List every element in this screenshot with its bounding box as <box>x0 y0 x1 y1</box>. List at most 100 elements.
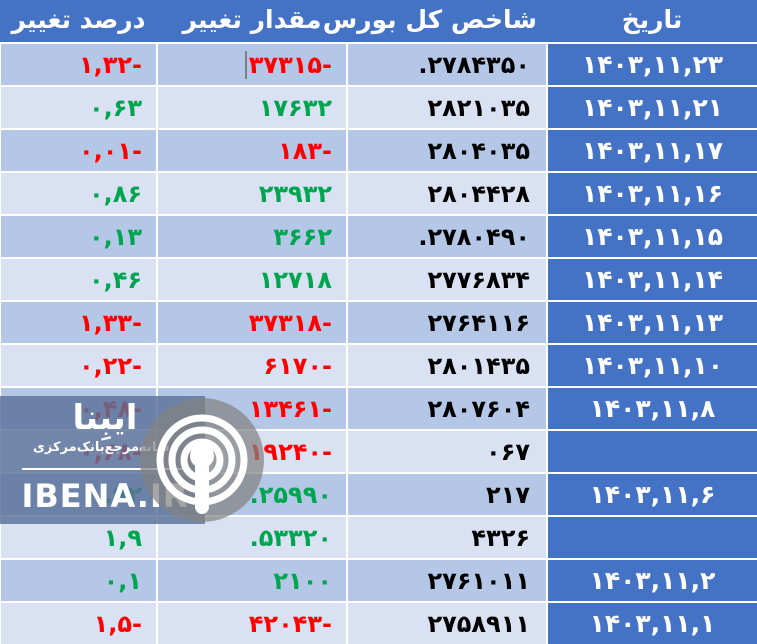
cell-date: ۱۴۰۳,۱۱,۲۱ <box>546 85 757 129</box>
table-body: ۱۴۰۳,۱۱,۲۳ ۲۷۸۴۳۵۰. -۳۷۳۱۵ -۱,۳۲ ۱۴۰۳,۱۱,۲۱ ۲… <box>0 42 757 644</box>
cell-change-value: ۲۳۹۳۲ <box>156 171 348 215</box>
percent-value-text: ۰,۶۳ <box>88 93 142 122</box>
change-value-text: ۳۶۶۲ <box>273 222 332 251</box>
cell-change-value: -۶۱۷۰ <box>156 343 348 387</box>
table-row: ۴۳۲۶ ۵۳۳۲۰. ۱,۹ <box>0 515 757 559</box>
cell-change-value: -۱۳۴۶۱ <box>156 386 348 430</box>
change-value-text: -۱۹۲۴۰ <box>248 437 332 466</box>
table-row: ۱۴۰۳,۱۱,۲ ۲۷۶۱۰۱۱ ۲۱۰۰ ۰,۱ <box>0 558 757 602</box>
column-header-change[interactable]: مقدار تغییر <box>157 0 347 43</box>
cell-change-value: ۵۳۳۲۰. <box>156 515 348 559</box>
cell-date: ۱۴۰۳,۱۱,۱۰ <box>546 343 757 387</box>
cell-percent-value: -۱,۵ <box>0 601 158 644</box>
table-row: ۱۴۰۳,۱۱,۲۱ ۲۸۲۱۰۳۵ ۱۷۶۳۲ ۰,۶۳ <box>0 85 757 129</box>
table-row: ۰۶۷ -۱۹۲۴۰ -۰,۶۸ <box>0 429 757 473</box>
cell-change-value: ۱۲۷۱۸ <box>156 257 348 301</box>
cell-index-value: ۲۷۸۰۴۹۰. <box>346 214 548 258</box>
cell-date: ۱۴۰۳,۱۱,۶ <box>546 472 757 516</box>
table-row: ۱۴۰۳,۱۱,۸ ۲۸۰۷۶۰۴ -۱۳۴۶۱ -۰,۴۸ <box>0 386 757 430</box>
cell-date: ۱۴۰۳,۱۱,۲۳ <box>546 42 757 86</box>
cell-percent-value: -۰,۴۸ <box>0 386 158 430</box>
percent-value-text: ۰,۱ <box>103 566 142 595</box>
cell-index-value: ۲۸۰۴۴۲۸ <box>346 171 548 215</box>
table-row: ۱۴۰۳,۱۱,۶ ۲۱۷ ۲۵۹۹۰. ۰.۹۲ <box>0 472 757 516</box>
cell-date: ۱۴۰۳,۱۱,۱۳ <box>546 300 757 344</box>
table-row: ۱۴۰۳,۱۱,۱۵ ۲۷۸۰۴۹۰. ۳۶۶۲ ۰,۱۳ <box>0 214 757 258</box>
cell-percent-value: ۰,۴۶ <box>0 257 158 301</box>
change-value-text: -۳۷۳۱۵ <box>248 50 332 79</box>
change-value-text: ۲۳۹۳۲ <box>258 179 332 208</box>
cell-percent-value: -۰,۰۱ <box>0 128 158 172</box>
cell-percent-value: ۰,۱ <box>0 558 158 602</box>
cell-index-value: ۲۸۰۱۴۳۵ <box>346 343 548 387</box>
cell-index-value: ۴۳۲۶ <box>346 515 548 559</box>
cell-change-value: ۲۱۰۰ <box>156 558 348 602</box>
cell-date: ۱۴۰۳,۱۱,۱۵ <box>546 214 757 258</box>
change-value-text: -۶۱۷۰ <box>263 351 332 380</box>
cell-change-value: ۳۶۶۲ <box>156 214 348 258</box>
cell-index-value: ۰۶۷ <box>346 429 548 473</box>
cell-change-value: ۱۷۶۳۲ <box>156 85 348 129</box>
change-value-text: ۱۷۶۳۲ <box>258 93 332 122</box>
table-row: ۱۴۰۳,۱۱,۱ ۲۷۵۸۹۱۱ -۴۲۰۴۳ -۱,۵ <box>0 601 757 644</box>
percent-value-text: -۱,۳۳ <box>78 308 142 337</box>
header-row: تاریخ شاخص کل بورس مقدار تغییر درصد تغیی… <box>0 0 757 43</box>
cell-percent-value: -۰,۲۲ <box>0 343 158 387</box>
change-value-text: ۵۳۳۲۰. <box>249 523 332 552</box>
cell-date: ۱۴۰۳,۱۱,۲ <box>546 558 757 602</box>
cell-index-value: ۲۷۷۶۸۳۴ <box>346 257 548 301</box>
percent-value-text: ۱,۹ <box>103 523 142 552</box>
cell-date: ۱۴۰۳,۱۱,۱۷ <box>546 128 757 172</box>
percent-value-text: -۰,۴۸ <box>78 394 142 423</box>
cell-percent-value: -۰,۶۸ <box>0 429 158 473</box>
cell-index-value: ۲۷۵۸۹۱۱ <box>346 601 548 644</box>
percent-value-text: -۰,۶۸ <box>78 437 142 466</box>
cell-percent-value: -۱,۳۲ <box>0 42 158 86</box>
cell-index-value: ۲۸۰۴۰۳۵ <box>346 128 548 172</box>
change-value-text: -۱۳۴۶۱ <box>248 394 332 423</box>
text-cursor-caret <box>244 50 247 79</box>
column-header-index[interactable]: شاخص کل بورس <box>323 0 547 43</box>
change-value-text: ۲۵۹۹۰. <box>249 480 332 509</box>
cell-date <box>546 515 757 559</box>
cell-percent-value: ۰.۹۲ <box>0 472 158 516</box>
table-row: ۱۴۰۳,۱۱,۱۳ ۲۷۶۴۱۱۶ -۳۷۳۱۸ -۱,۳۳ <box>0 300 757 344</box>
change-value-text: ۱۲۷۱۸ <box>258 265 332 294</box>
change-value-text: -۱۸۳ <box>278 136 332 165</box>
cell-date: ۱۴۰۳,۱۱,۸ <box>546 386 757 430</box>
cell-change-value: -۴۲۰۴۳ <box>156 601 348 644</box>
cell-percent-value: -۱,۳۳ <box>0 300 158 344</box>
percent-value-text: ۰,۱۳ <box>88 222 142 251</box>
cell-change-value: ۲۵۹۹۰. <box>156 472 348 516</box>
table-row: ۱۴۰۳,۱۱,۱۶ ۲۸۰۴۴۲۸ ۲۳۹۳۲ ۰,۸۶ <box>0 171 757 215</box>
cell-change-value: -۳۷۳۱۵ <box>156 42 348 86</box>
table-row: ۱۴۰۳,۱۱,۲۳ ۲۷۸۴۳۵۰. -۳۷۳۱۵ -۱,۳۲ <box>0 42 757 86</box>
cell-date: ۱۴۰۳,۱۱,۱۶ <box>546 171 757 215</box>
cell-change-value: -۳۷۳۱۸ <box>156 300 348 344</box>
cell-date: ۱۴۰۳,۱۱,۱۴ <box>546 257 757 301</box>
percent-value-text: ۰.۹۲ <box>88 480 142 509</box>
column-header-date[interactable]: تاریخ <box>547 0 757 43</box>
cell-percent-value: ۰,۸۶ <box>0 171 158 215</box>
change-value-text: -۴۲۰۴۳ <box>248 609 332 638</box>
percent-value-text: ۰,۴۶ <box>88 265 142 294</box>
cell-percent-value: ۰,۶۳ <box>0 85 158 129</box>
table-row: ۱۴۰۳,۱۱,۱۷ ۲۸۰۴۰۳۵ -۱۸۳ -۰,۰۱ <box>0 128 757 172</box>
percent-value-text: -۰,۰۱ <box>78 136 142 165</box>
cell-index-value: ۲۷۶۱۰۱۱ <box>346 558 548 602</box>
table-row: ۱۴۰۳,۱۱,۱۴ ۲۷۷۶۸۳۴ ۱۲۷۱۸ ۰,۴۶ <box>0 257 757 301</box>
cell-percent-value: ۰,۱۳ <box>0 214 158 258</box>
percent-value-text: ۰,۸۶ <box>88 179 142 208</box>
change-value-text: ۲۱۰۰ <box>273 566 332 595</box>
table-header: تاریخ شاخص کل بورس مقدار تغییر درصد تغیی… <box>0 0 757 43</box>
percent-value-text: -۰,۲۲ <box>78 351 142 380</box>
percent-value-text: -۱,۵ <box>93 609 142 638</box>
cell-percent-value: ۱,۹ <box>0 515 158 559</box>
column-header-percent[interactable]: درصد تغییر <box>0 0 157 43</box>
percent-value-text: -۱,۳۲ <box>78 50 142 79</box>
cell-date: ۱۴۰۳,۱۱,۱ <box>546 601 757 644</box>
cell-index-value: ۲۸۲۱۰۳۵ <box>346 85 548 129</box>
cell-change-value: -۱۹۲۴۰ <box>156 429 348 473</box>
change-value-text: -۳۷۳۱۸ <box>248 308 332 337</box>
